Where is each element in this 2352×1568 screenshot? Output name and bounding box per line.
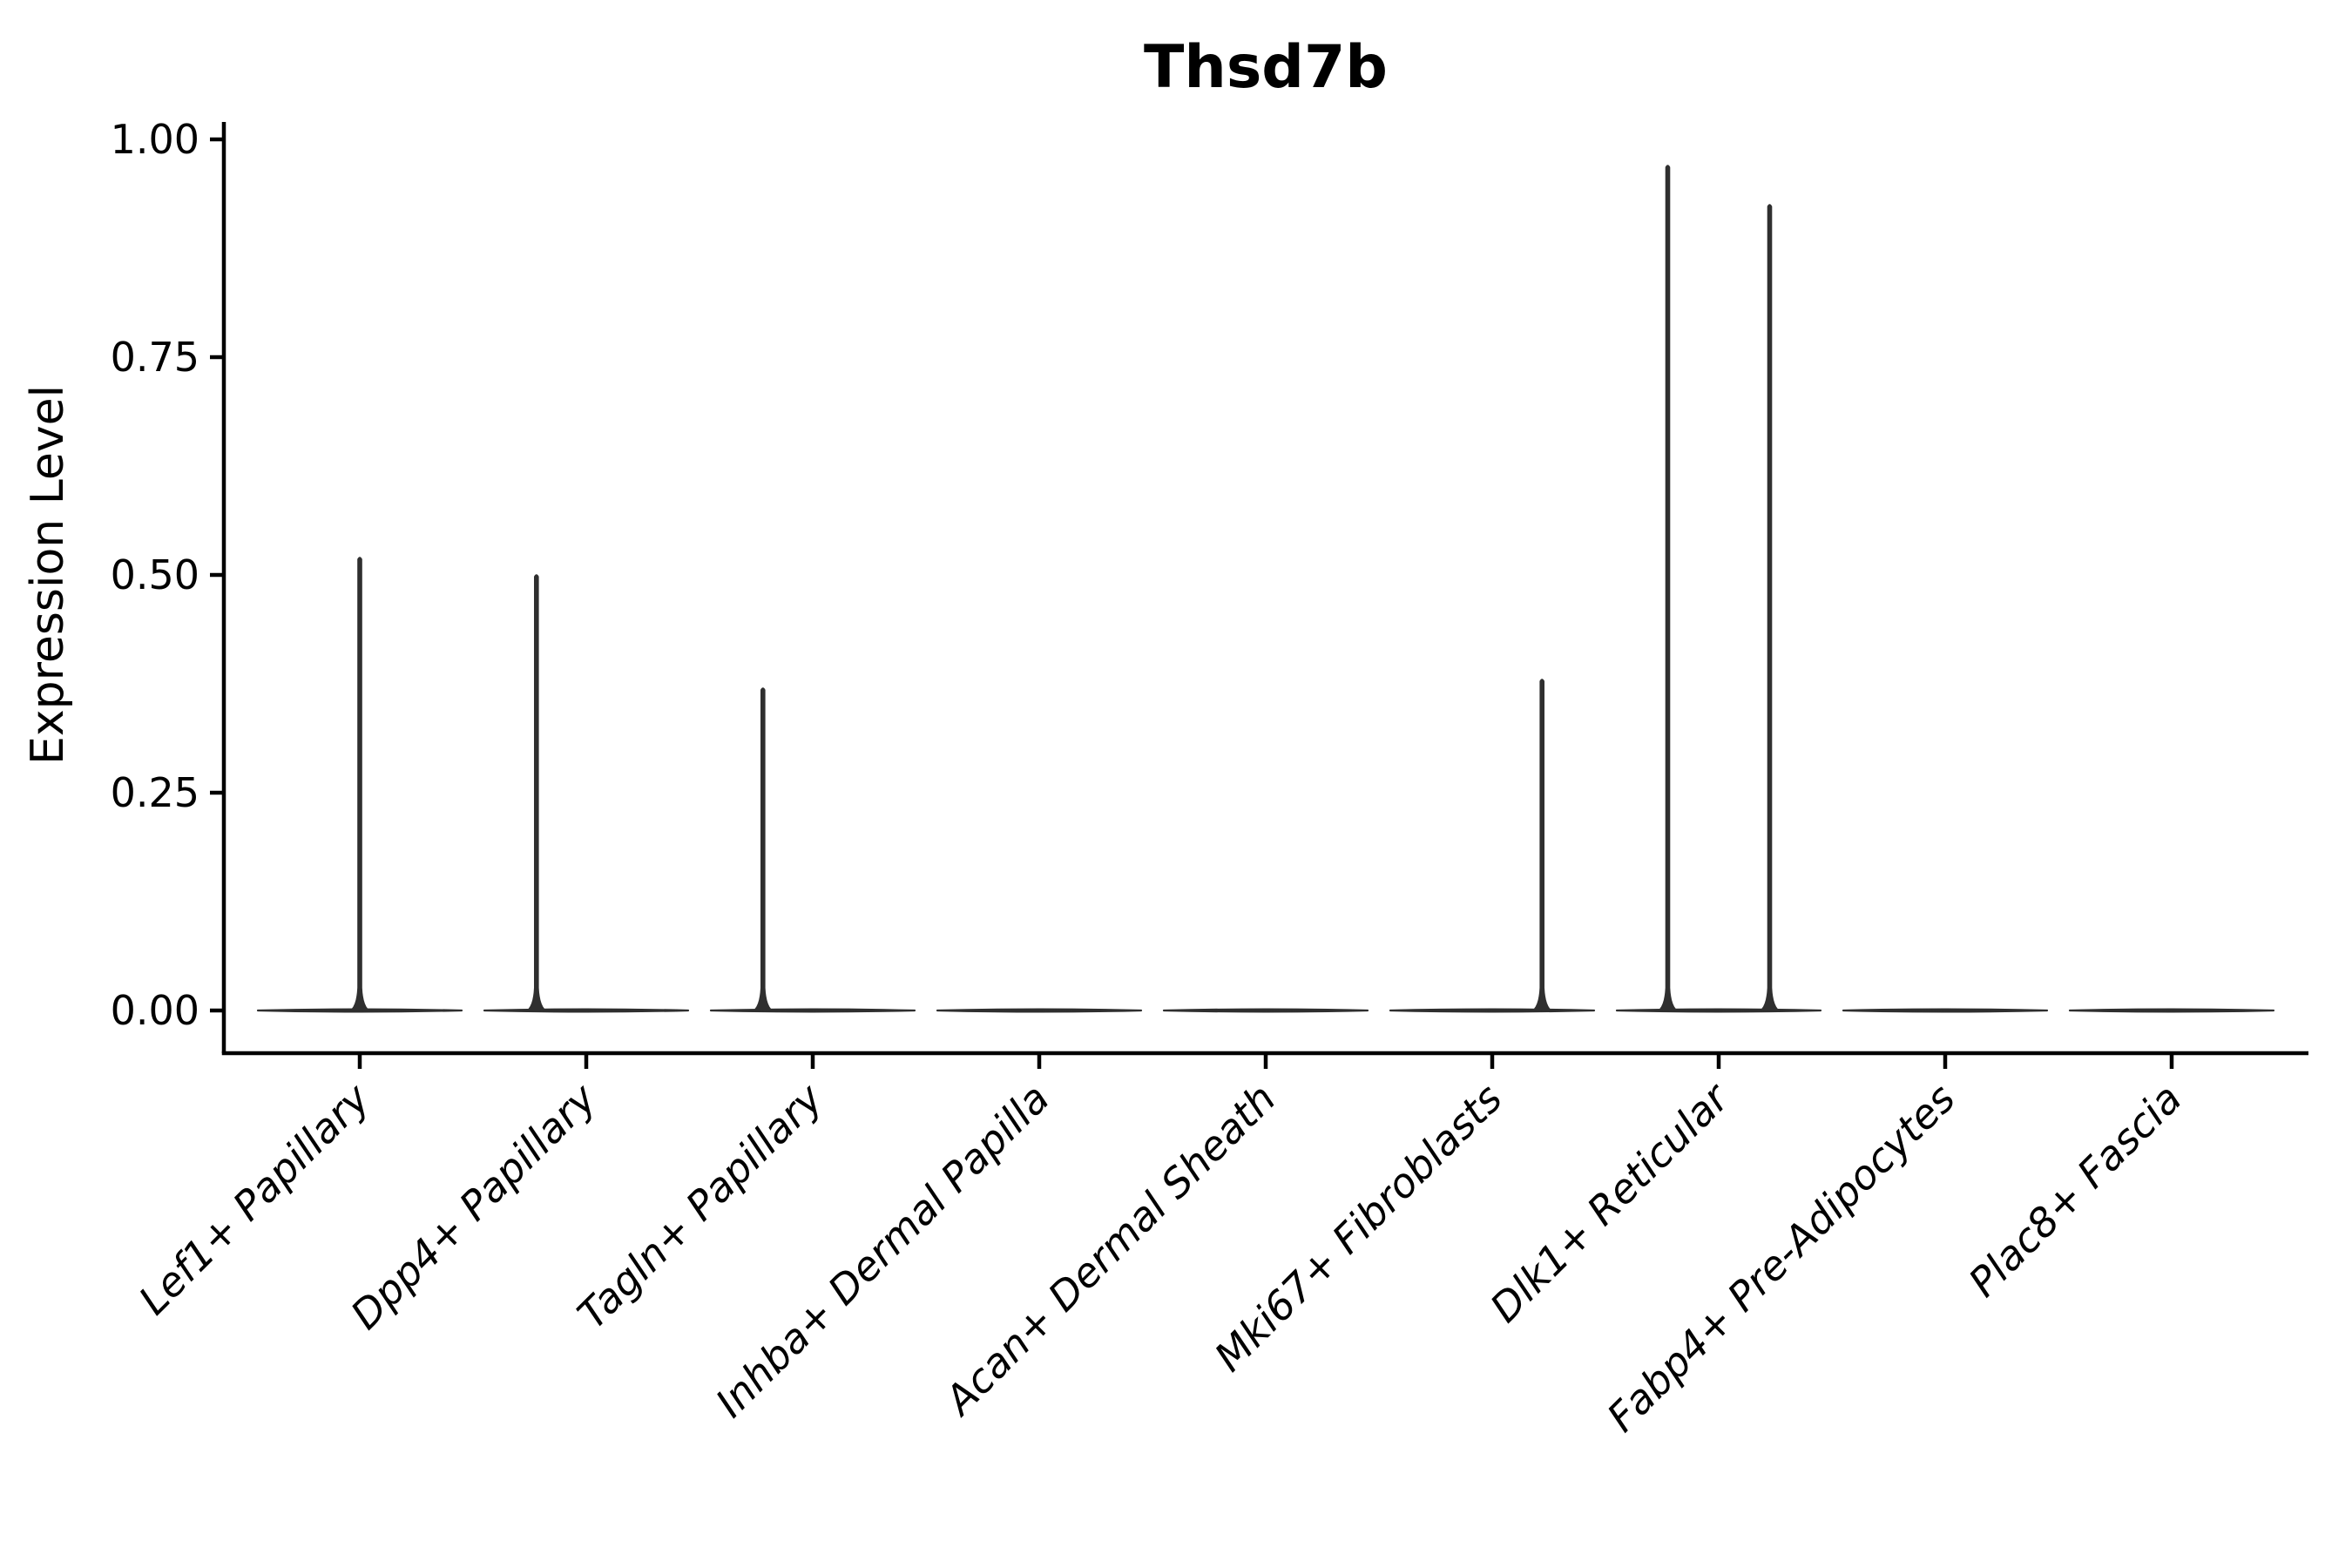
violins-layer (256, 165, 2275, 1013)
violin-baseline (1842, 1008, 2049, 1013)
violin (1389, 679, 1596, 1013)
violin-baseline (1389, 1008, 1596, 1013)
y-axis-label: Expression Level (22, 385, 74, 765)
violin-spike (351, 557, 368, 1010)
violin-spike (754, 687, 772, 1010)
axes-layer: 0.00 0.25 0.50 0.75 1.00 Lef1+ PapillaryDpp4+… (111, 116, 2308, 1441)
y-tick-label: 1.00 (111, 116, 199, 163)
violin-baseline (256, 1008, 463, 1013)
violin-baseline (1615, 1008, 1822, 1013)
violin (1162, 1008, 1369, 1013)
y-tick-label: 0.25 (111, 769, 199, 816)
violin-baseline (483, 1008, 690, 1013)
y-tick-label: 0.00 (111, 987, 199, 1034)
violin (936, 1008, 1143, 1013)
x-tick-label: Dlk1+ Reticular (1481, 1072, 1740, 1331)
y-tick-label: 0.75 (111, 334, 199, 381)
violin (1842, 1008, 2049, 1013)
violin-spike (528, 574, 545, 1010)
violin-baseline (936, 1008, 1143, 1013)
violin (709, 687, 916, 1013)
x-tick-label: Plac8+ Fascia (1959, 1075, 2190, 1306)
violin-spike (1659, 165, 1676, 1010)
y-tick-label: 0.50 (111, 551, 199, 598)
violin-spike (1533, 679, 1551, 1010)
violin (256, 557, 463, 1013)
violin-spike (1761, 204, 1778, 1010)
x-tick-label: Tagln+ Papillary (568, 1074, 832, 1338)
violin (1615, 165, 1822, 1013)
violin (483, 574, 690, 1013)
violin-baseline (1162, 1008, 1369, 1013)
violin (2068, 1008, 2275, 1013)
x-tick-label: Lef1+ Papillary (130, 1074, 379, 1323)
chart-title: Thsd7b (1144, 33, 1388, 102)
x-tick-label: Dpp4+ Papillary (341, 1074, 605, 1338)
violin-baseline (2068, 1008, 2275, 1013)
violin-baseline (709, 1008, 916, 1013)
